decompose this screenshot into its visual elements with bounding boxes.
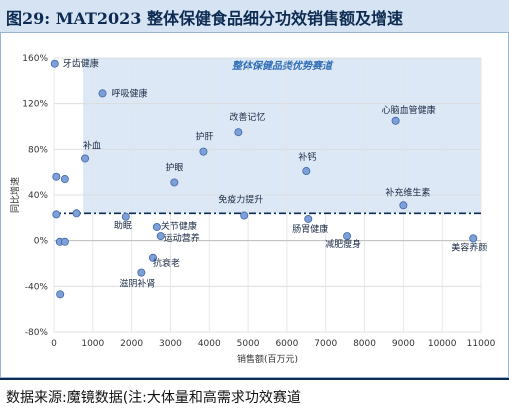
figure-header: 图29: MAT2023 整体保健食品细分功效销售额及增速	[0, 0, 509, 32]
scatter-point	[343, 232, 352, 241]
point-label: 运动营养	[164, 232, 200, 244]
y-tick-label: 40%	[28, 191, 48, 201]
x-tick-label: 9000	[392, 339, 415, 349]
highlight-band	[83, 58, 481, 214]
scatter-point	[52, 210, 61, 219]
scatter-point	[60, 175, 69, 184]
source-note: 数据来源:魔镜数据(注:大体量和高需求功效赛道	[6, 390, 301, 406]
figure-footer: 数据来源:魔镜数据(注:大体量和高需求功效赛道	[0, 378, 509, 412]
x-tick-label: 8000	[353, 339, 376, 349]
x-tick-label: 11000	[467, 339, 496, 349]
point-label: 美容养颜	[451, 241, 487, 253]
scatter-point	[121, 212, 130, 221]
scatter-point	[56, 290, 65, 299]
x-axis-title: 销售额(百万元)	[237, 353, 298, 365]
scatter-point	[234, 128, 243, 137]
y-axis-title: 同比增速	[9, 177, 21, 213]
point-label: 牙齿健康	[63, 58, 99, 70]
x-tick-label: 1000	[81, 339, 104, 349]
y-tick-label: -80%	[25, 328, 49, 338]
scatter-point	[199, 147, 208, 156]
scatter-point	[50, 59, 59, 68]
x-tick-label: 5000	[237, 339, 260, 349]
scatter-point	[156, 232, 165, 241]
point-label: 呼吸健康	[112, 87, 148, 99]
x-tick-label: 4000	[198, 339, 221, 349]
scatter-chart: 整体保健品类优势赛道 -80% -40% 0% 40% 80% 120% 160% 0 1000 2…	[0, 32, 509, 378]
scatter-point	[391, 116, 400, 125]
scatter-point	[98, 89, 107, 98]
x-tick-label: 7000	[314, 339, 337, 349]
point-label: 免疫力提升	[218, 194, 263, 206]
point-label: 护肝	[195, 131, 213, 143]
point-label: 助眠	[114, 220, 132, 232]
scatter-point	[148, 253, 157, 262]
x-tick-label: 10000	[428, 339, 457, 349]
point-label: 减肥瘦身	[325, 238, 361, 250]
scatter-point	[72, 209, 81, 218]
y-tick-label: 160%	[22, 54, 48, 64]
y-tick-label: 120%	[22, 100, 48, 110]
figure-title: 图29: MAT2023 整体保健食品细分功效销售额及增速	[6, 9, 404, 28]
y-tick-label: 80%	[28, 145, 48, 155]
point-label: 心脑血管健康	[382, 104, 436, 116]
point-label: 抗衰老	[153, 257, 180, 269]
scatter-point	[302, 167, 311, 176]
point-label: 补钙	[298, 151, 316, 163]
scatter-point	[137, 268, 146, 277]
scatter-point	[240, 211, 249, 220]
point-label: 改善记忆	[229, 111, 265, 123]
scatter-point	[469, 234, 478, 243]
x-tick-label: 0	[51, 339, 57, 349]
x-tick-label: 6000	[275, 339, 298, 349]
scatter-point	[304, 214, 313, 223]
y-tick-label: -40%	[25, 282, 49, 292]
point-label: 护眼	[165, 161, 183, 173]
scatter-point	[152, 222, 161, 231]
scatter-point	[81, 154, 90, 163]
point-label: 肠胃健康	[292, 223, 328, 235]
y-tick-label: 0%	[34, 237, 49, 247]
scatter-point	[399, 201, 408, 210]
point-label: 关节健康	[161, 220, 197, 232]
x-tick-label: 2000	[120, 339, 143, 349]
scatter-point	[60, 237, 69, 246]
scatter-point	[170, 178, 179, 187]
highlight-band-label: 整体保健品类优势赛道	[232, 60, 334, 72]
x-tick-label: 3000	[159, 339, 182, 349]
footer-divider	[0, 378, 509, 380]
scatter-point	[52, 172, 61, 181]
point-label: 补充维生素	[385, 186, 430, 198]
point-label: 滋阴补肾	[119, 278, 155, 290]
point-label: 补血	[83, 139, 101, 151]
